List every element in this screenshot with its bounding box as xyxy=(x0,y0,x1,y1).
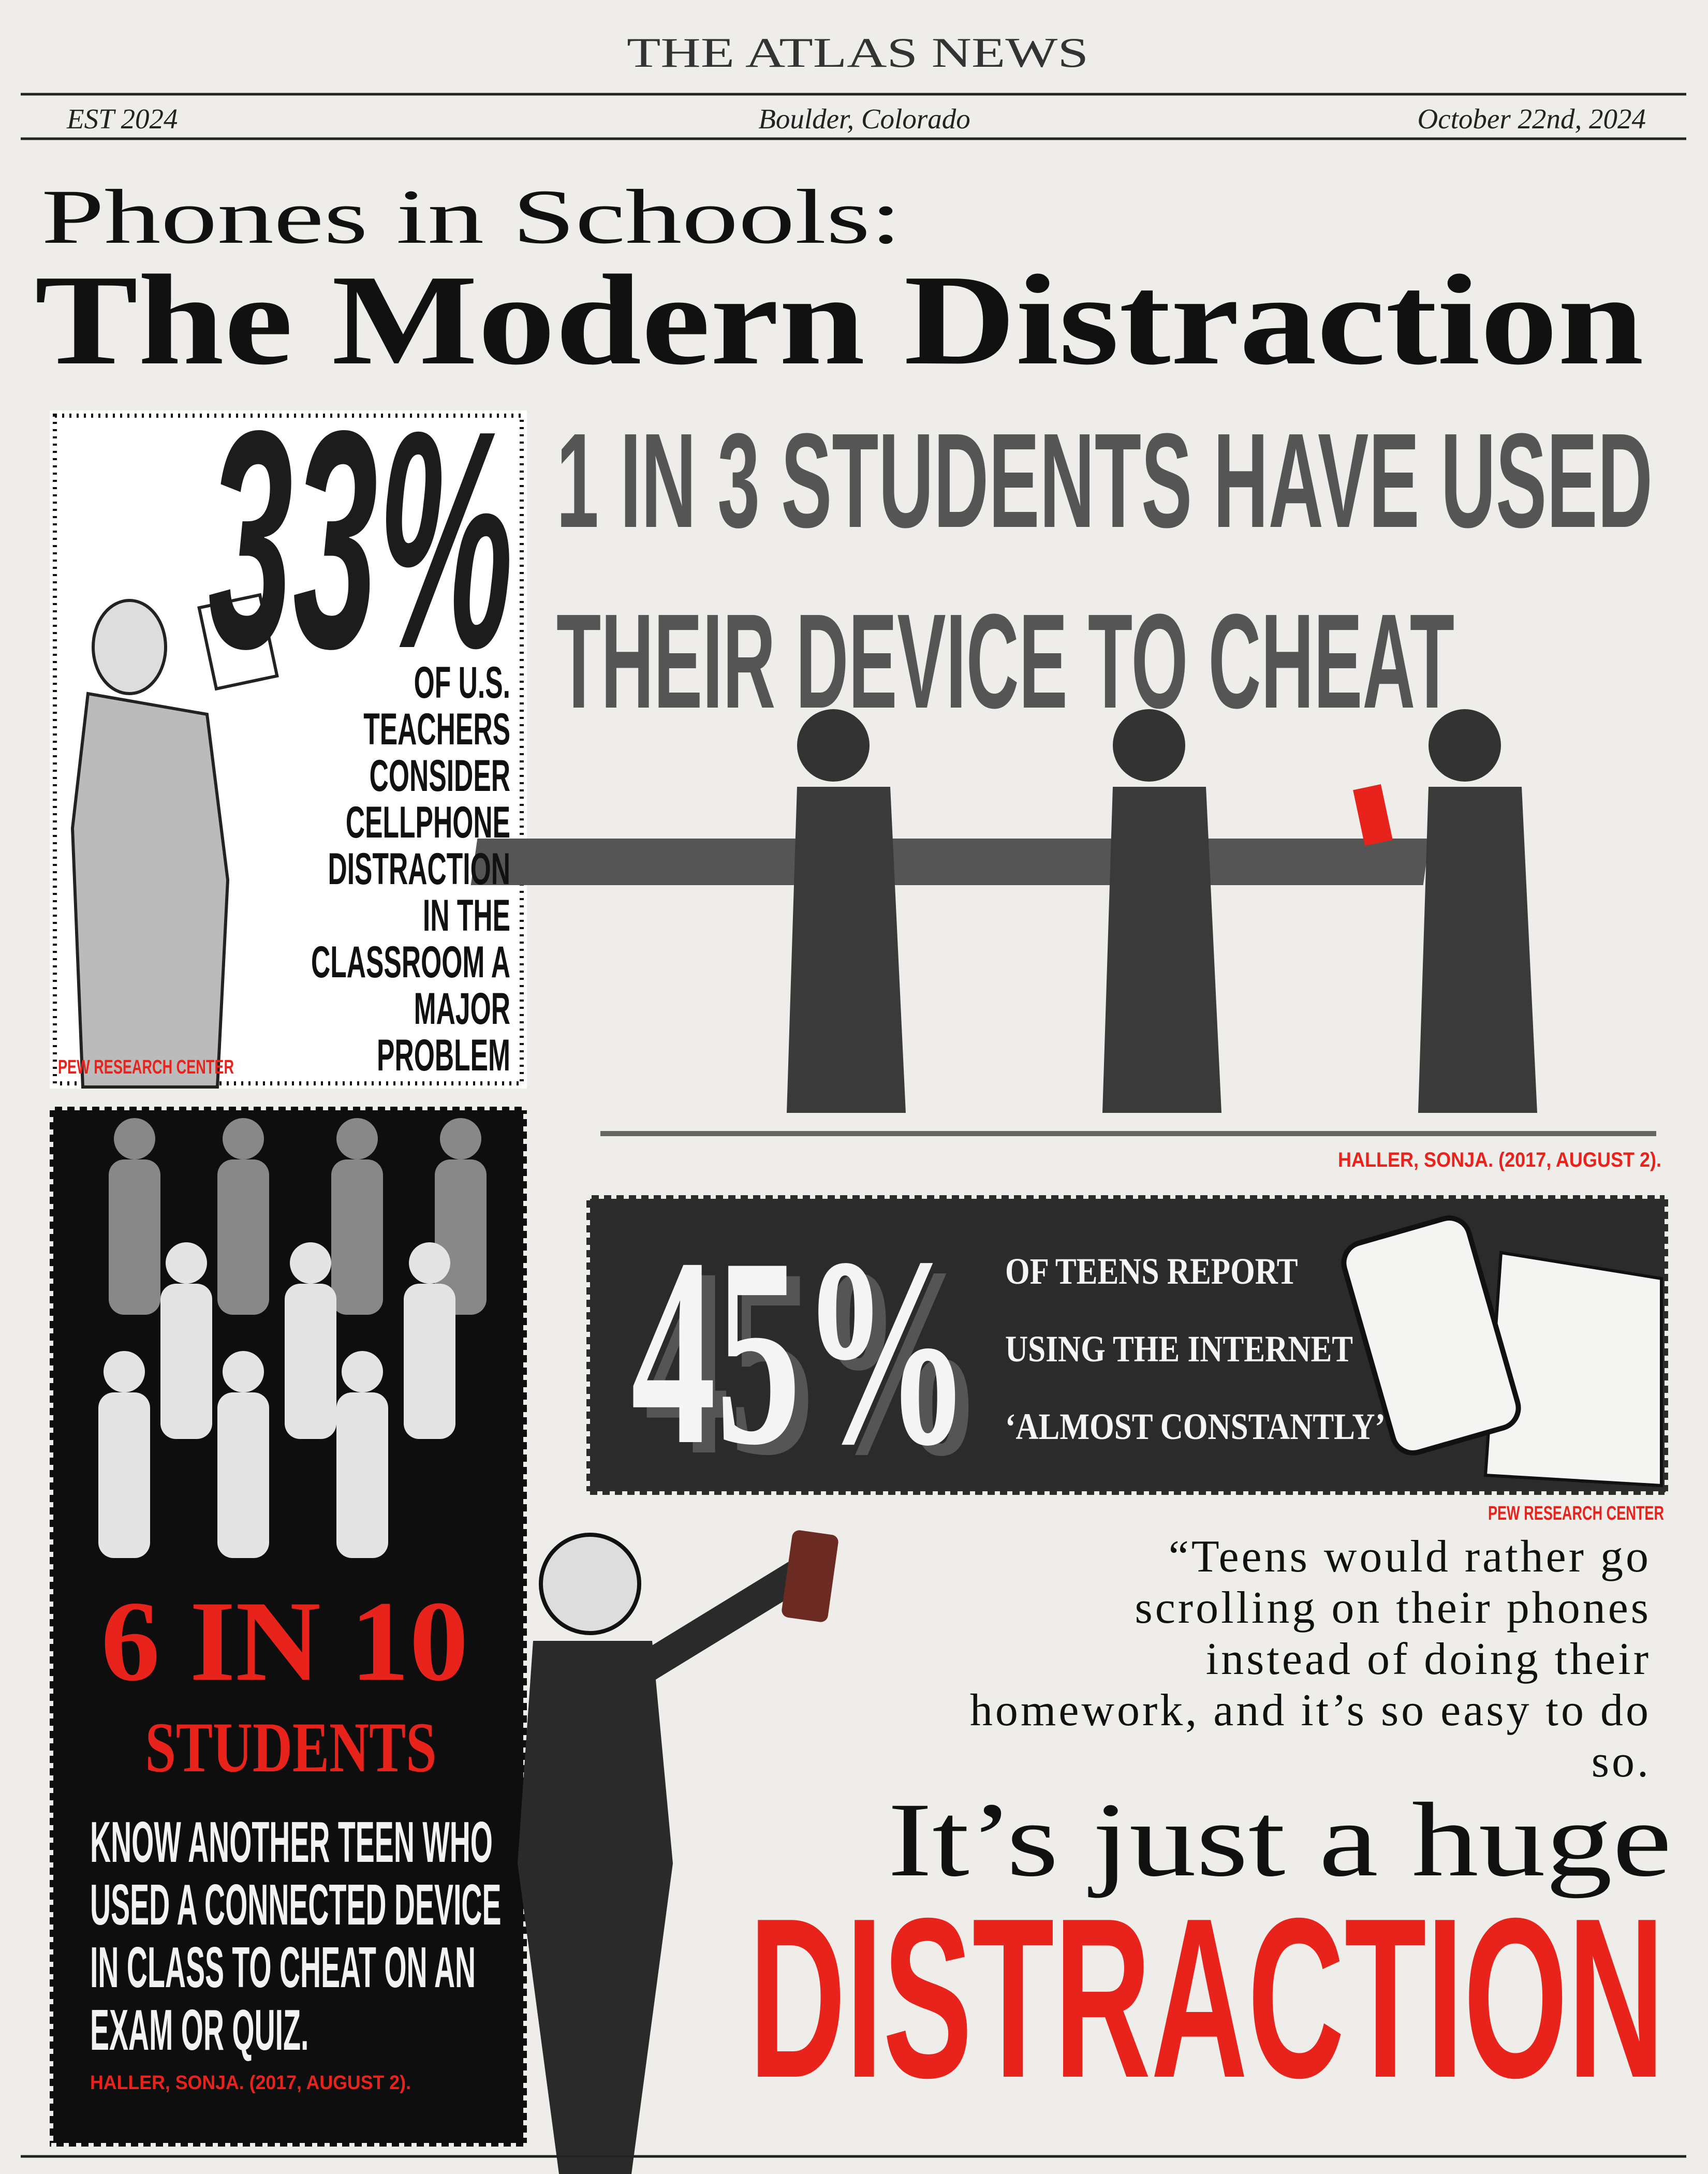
quote-line: homework, and it’s so easy to do xyxy=(970,1685,1651,1736)
stat-subject: STUDENTS xyxy=(145,1708,437,1787)
stat-line: USED A CONNECTED DEVICE xyxy=(90,1873,502,1937)
stat-figure: 6 IN 10 xyxy=(101,1578,468,1705)
quote-line: so. xyxy=(1592,1737,1651,1787)
stat-figure: 45% xyxy=(631,1203,971,1501)
masthead-title: THE ATLAS NEWS xyxy=(627,29,1088,76)
stat-line: CONSIDER xyxy=(370,752,510,801)
stamp-border xyxy=(46,1103,531,2150)
stat-line: CELLPHONE xyxy=(346,798,510,848)
boy-illustration xyxy=(518,1530,838,2174)
crowd-illustration xyxy=(98,1118,487,1558)
masthead-location: Boulder, Colorado xyxy=(758,103,970,135)
stat-line: CLASSROOM A xyxy=(311,938,510,988)
stat-figure-shadow: 45% xyxy=(644,1213,984,1511)
stat-figure: 33% xyxy=(208,366,513,713)
headline-title: The Modern Distraction xyxy=(35,248,1644,392)
stat-line: USING THE INTERNET xyxy=(1005,1328,1353,1370)
quote-line: scrolling on their phones xyxy=(1135,1583,1651,1633)
stat-line: PROBLEM xyxy=(377,1031,510,1081)
stat-line: MAJOR xyxy=(414,985,510,1034)
quote-emphasis: It’s just a huge xyxy=(888,1781,1672,1899)
masthead-date: October 22nd, 2024 xyxy=(1418,103,1646,135)
stat-line: TEACHERS xyxy=(363,705,510,755)
stat-line: IN CLASS TO CHEAT ON AN xyxy=(90,1935,476,2000)
source-note: PEW RESEARCH CENTER xyxy=(58,1056,234,1078)
stat-line: ‘ALMOST CONSTANTLY’ xyxy=(1005,1406,1386,1447)
stamp-border xyxy=(583,1192,1672,1499)
stat-line: DISTRACTION xyxy=(328,845,510,894)
teacher-illustration xyxy=(70,593,279,1089)
stat-line: EXAM OR QUIZ. xyxy=(90,1998,308,2062)
headline-line: 1 IN 3 STUDENTS HAVE USED xyxy=(556,406,1653,556)
stat-line: KNOW ANOTHER TEEN WHO xyxy=(90,1810,493,1874)
stat-line: IN THE xyxy=(423,891,510,941)
source-note: HALLER, SONJA. (2017, AUGUST 2). xyxy=(1338,1149,1661,1171)
quote-highlight: DISTRACTION xyxy=(749,1871,1665,2125)
desk-illustration xyxy=(470,709,1656,1136)
headline-line: THEIR DEVICE TO CHEAT xyxy=(556,586,1454,737)
phone-hand-illustration xyxy=(1341,1215,1663,1488)
stamp-border xyxy=(53,414,524,1085)
source-note: PEW RESEARCH CENTER xyxy=(1488,1503,1664,1524)
masthead-established: EST 2024 xyxy=(66,103,178,135)
quote-line: instead of doing their xyxy=(1206,1634,1651,1684)
headline-kicker: Phones in Schools: xyxy=(41,174,902,260)
stat-line: OF U.S. xyxy=(414,658,510,708)
source-note: HALLER, SONJA. (2017, AUGUST 2). xyxy=(90,2072,411,2094)
stat-line: OF TEENS REPORT xyxy=(1005,1251,1298,1292)
quote-line: “Teens would rather go xyxy=(1169,1532,1651,1582)
